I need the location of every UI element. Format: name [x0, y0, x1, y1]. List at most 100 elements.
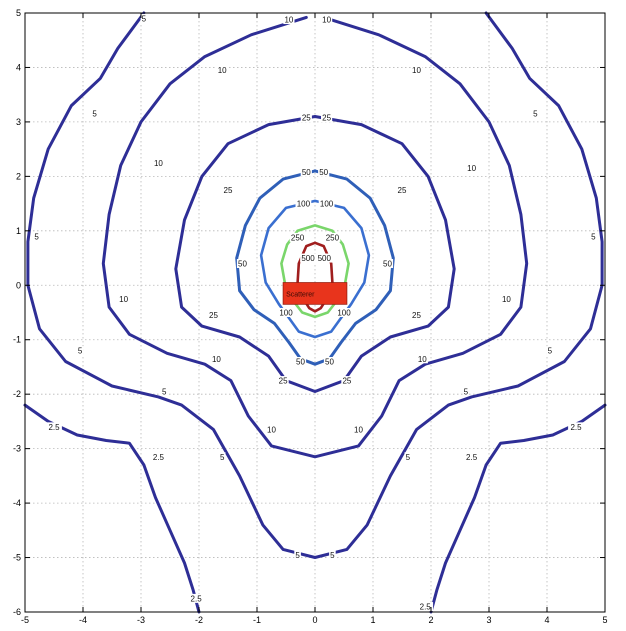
- contour-label: 10: [284, 16, 293, 25]
- contour-label-bg: [283, 15, 295, 25]
- contour-label: 10: [467, 164, 476, 173]
- contour-label: 5: [330, 551, 335, 560]
- contour-label-bg: [33, 231, 40, 241]
- contour-label-bg: [216, 65, 228, 75]
- plot-frame: [24, 12, 606, 613]
- x-tick-label: 1: [370, 615, 375, 625]
- contour-label-bg: [300, 167, 312, 177]
- contour-label-bg: [500, 294, 512, 304]
- contour-lines: [23, 11, 607, 614]
- contour-label-bg: [341, 376, 353, 386]
- contour-label-bg: [532, 109, 539, 119]
- y-tick-label: 2: [16, 171, 21, 181]
- contour-label: 500: [301, 254, 315, 263]
- grid: [25, 13, 605, 612]
- contour-label: 5: [591, 232, 596, 241]
- contour-label: 5: [533, 110, 538, 119]
- contour-label-bg: [294, 357, 307, 367]
- contour-label: 25: [209, 311, 218, 320]
- contour-labels: 2.5 2.5 2.5 2.5 2.5 2.5 5 5 5 5 5 5 5 5 5 5 5 5 5 10 10 10 10 1…: [33, 13, 597, 612]
- contour-line-10: [101, 15, 529, 459]
- contour-label: 25: [322, 114, 331, 123]
- contour-label: 5: [406, 453, 411, 462]
- contour-label: 10: [267, 426, 276, 435]
- contour-label-bg: [218, 452, 226, 462]
- contour-label: 10: [418, 355, 427, 364]
- contour-line-2-5: [23, 403, 201, 614]
- contour-label: 10: [154, 159, 163, 168]
- contour-label-bg: [222, 185, 234, 195]
- contour-label-bg: [118, 294, 130, 304]
- contour-label: 5: [34, 232, 39, 241]
- contour-label: 250: [291, 233, 305, 242]
- x-tick-label: 3: [486, 615, 491, 625]
- contour-label: 50: [302, 168, 311, 177]
- y-tick-label: 0: [16, 280, 21, 290]
- contour-label: 25: [279, 377, 288, 386]
- contour-label: 25: [342, 377, 351, 386]
- contour-label: 25: [224, 186, 233, 195]
- contour-label: 10: [412, 66, 421, 75]
- contour-label: 25: [302, 114, 311, 123]
- contour-label-bg: [396, 185, 408, 195]
- contour-label: 5: [162, 387, 167, 396]
- contour-label: 50: [325, 358, 334, 367]
- x-tick-label: 5: [602, 615, 607, 625]
- contour-label: 250: [326, 233, 340, 242]
- contour-label-bg: [321, 113, 333, 123]
- contour-label-bg: [352, 425, 365, 435]
- contour-label: 2.5: [153, 453, 165, 462]
- y-tick-label: -1: [13, 335, 21, 345]
- contour-label: 10: [119, 295, 128, 304]
- y-tick-label: -6: [13, 607, 21, 617]
- x-tick-label: -3: [137, 615, 145, 625]
- contour-label-bg: [91, 109, 98, 119]
- contour-label: 100: [279, 309, 293, 318]
- contour-label: 2.5: [466, 453, 478, 462]
- contour-label: 25: [398, 186, 407, 195]
- scatterer: Scatterer: [282, 282, 348, 305]
- contour-label-bg: [289, 232, 306, 242]
- contour-label-bg: [546, 346, 554, 356]
- contour-line-2-5: [429, 403, 607, 614]
- y-tick-label: -5: [13, 553, 21, 563]
- contour-label: 10: [212, 355, 221, 364]
- contour-label: 2.5: [420, 603, 432, 612]
- x-tick-label: 2: [428, 615, 433, 625]
- contour-label: 5: [548, 347, 553, 356]
- contour-label: 10: [322, 16, 331, 25]
- contour-label-bg: [210, 354, 222, 364]
- contour-label-bg: [329, 550, 336, 560]
- contour-label-bg: [294, 550, 301, 560]
- contour-label: 10: [354, 426, 363, 435]
- y-tick-label: 1: [16, 226, 21, 236]
- contour-label-bg: [46, 422, 62, 432]
- contour-label-bg: [300, 253, 316, 263]
- contour-label: 500: [318, 254, 332, 263]
- contour-label-bg: [76, 346, 84, 356]
- contour-label-bg: [410, 310, 423, 320]
- contour-label: 2.5: [570, 423, 582, 432]
- contour-label-bg: [462, 386, 470, 396]
- contour-label-bg: [278, 308, 294, 317]
- contour-line-100: [259, 199, 371, 339]
- contour-label-bg: [321, 15, 333, 25]
- contour-label-bg: [152, 158, 164, 168]
- contour-label-bg: [416, 354, 428, 364]
- contour-label-bg: [300, 113, 312, 123]
- contour-label-bg: [236, 258, 249, 268]
- contour-label: 50: [238, 259, 247, 268]
- contour-label: 5: [464, 387, 469, 396]
- contour-label-bg: [265, 425, 278, 435]
- contour-label: 100: [320, 200, 334, 209]
- contour-label-bg: [404, 452, 412, 462]
- contour-label-bg: [381, 258, 394, 268]
- contour-label-bg: [318, 167, 330, 177]
- contour-label: 2.5: [191, 594, 203, 603]
- contour-label: 5: [142, 14, 147, 23]
- contour-label: 50: [383, 259, 392, 268]
- x-tick-label: 0: [312, 615, 317, 625]
- contour-label: 50: [319, 168, 328, 177]
- x-tick-label: -4: [79, 615, 87, 625]
